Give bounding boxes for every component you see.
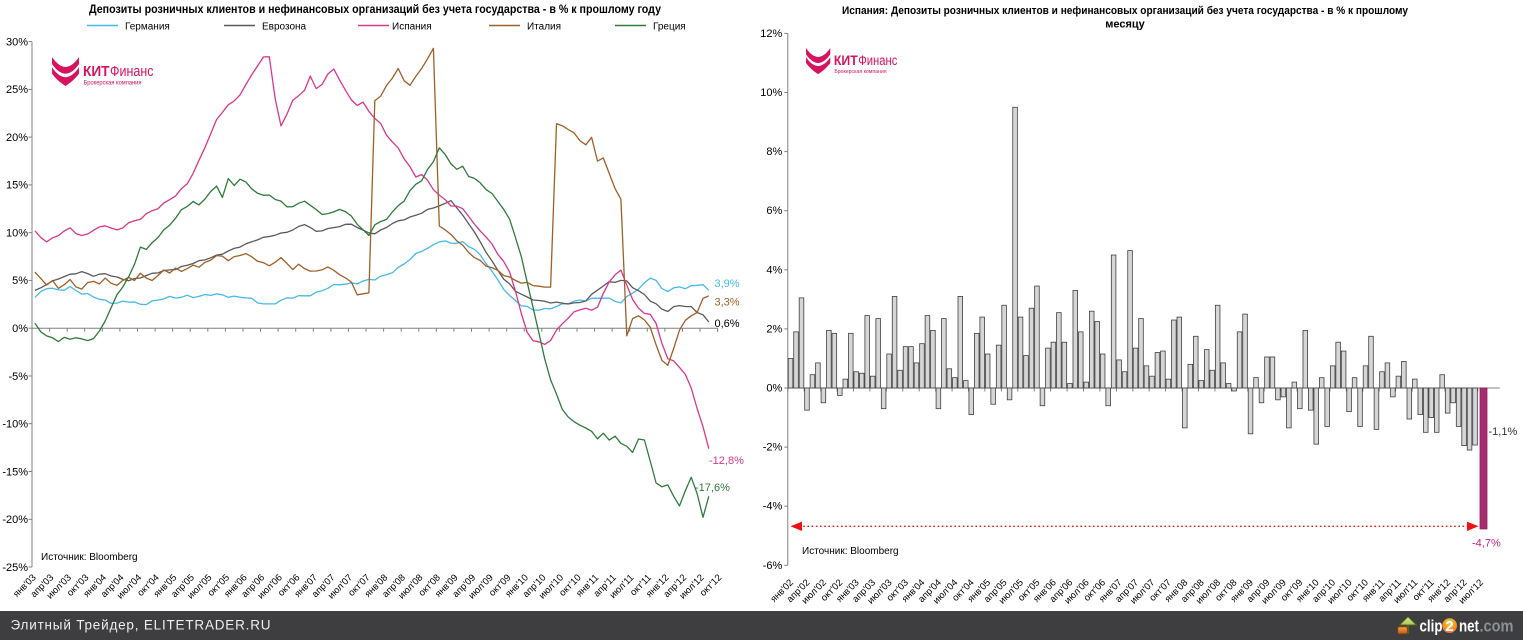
- svg-text:3,9%: 3,9%: [715, 278, 740, 290]
- svg-text:Брокерская компания: Брокерская компания: [84, 80, 142, 87]
- svg-text:Италия: Италия: [527, 22, 561, 33]
- svg-text:20%: 20%: [6, 132, 28, 144]
- svg-text:месяцу: месяцу: [1105, 19, 1145, 31]
- svg-text:КИТ: КИТ: [83, 63, 110, 80]
- svg-text:0%: 0%: [766, 383, 782, 395]
- svg-text:-25%: -25%: [2, 562, 28, 574]
- svg-text:Финанс: Финанс: [858, 53, 897, 68]
- svg-text:-5%: -5%: [8, 371, 28, 383]
- svg-text:clip: clip: [1420, 617, 1443, 636]
- svg-text:Греция: Греция: [653, 22, 686, 33]
- svg-text:12%: 12%: [760, 28, 782, 40]
- svg-text:-1,1%: -1,1%: [1489, 426, 1518, 438]
- svg-text:6%: 6%: [766, 205, 782, 217]
- svg-text:30%: 30%: [6, 36, 28, 48]
- svg-text:5%: 5%: [12, 275, 28, 287]
- svg-text:Депозиты розничных клиентов и: Депозиты розничных клиентов и нефинансов…: [89, 4, 662, 16]
- svg-text:25%: 25%: [6, 84, 28, 96]
- svg-text:Испания: Испания: [392, 22, 432, 33]
- svg-text:Испания: Депозиты розничных кл: Испания: Депозиты розничных клиентов и н…: [842, 5, 1409, 17]
- svg-text:8%: 8%: [766, 146, 782, 158]
- svg-text:4%: 4%: [766, 264, 782, 276]
- svg-text:.com: .com: [1480, 617, 1514, 636]
- svg-text:-17,6%: -17,6%: [695, 482, 730, 494]
- svg-text:-10%: -10%: [2, 419, 28, 431]
- svg-text:Брокерская компания: Брокерская компания: [834, 69, 886, 75]
- svg-text:-20%: -20%: [2, 514, 28, 526]
- svg-text:15%: 15%: [6, 180, 28, 192]
- svg-text:-2%: -2%: [763, 442, 783, 454]
- svg-text:-15%: -15%: [2, 466, 28, 478]
- svg-text:Элитный Трейдер, ELITETRADER.R: Элитный Трейдер, ELITETRADER.RU: [11, 618, 272, 633]
- svg-text:net: net: [1459, 617, 1479, 636]
- svg-text:Источник: Bloomberg: Источник: Bloomberg: [41, 552, 138, 563]
- svg-text:10%: 10%: [760, 87, 782, 99]
- svg-text:2%: 2%: [766, 323, 782, 335]
- svg-text:0%: 0%: [12, 323, 28, 335]
- svg-text:-4%: -4%: [763, 501, 783, 513]
- svg-text:-4,7%: -4,7%: [1472, 537, 1501, 549]
- svg-text:-12,8%: -12,8%: [709, 455, 744, 467]
- svg-text:10%: 10%: [6, 228, 28, 240]
- svg-text:3,3%: 3,3%: [715, 297, 740, 309]
- svg-text:2: 2: [1445, 618, 1453, 635]
- svg-text:Источник: Bloomberg: Источник: Bloomberg: [802, 546, 899, 557]
- svg-text:Финанс: Финанс: [110, 63, 154, 80]
- svg-text:Германия: Германия: [125, 22, 170, 33]
- svg-text:КИТ: КИТ: [834, 53, 859, 68]
- svg-text:0,6%: 0,6%: [715, 318, 740, 330]
- svg-text:-6%: -6%: [763, 560, 783, 572]
- svg-text:Еврозона: Еврозона: [262, 22, 307, 33]
